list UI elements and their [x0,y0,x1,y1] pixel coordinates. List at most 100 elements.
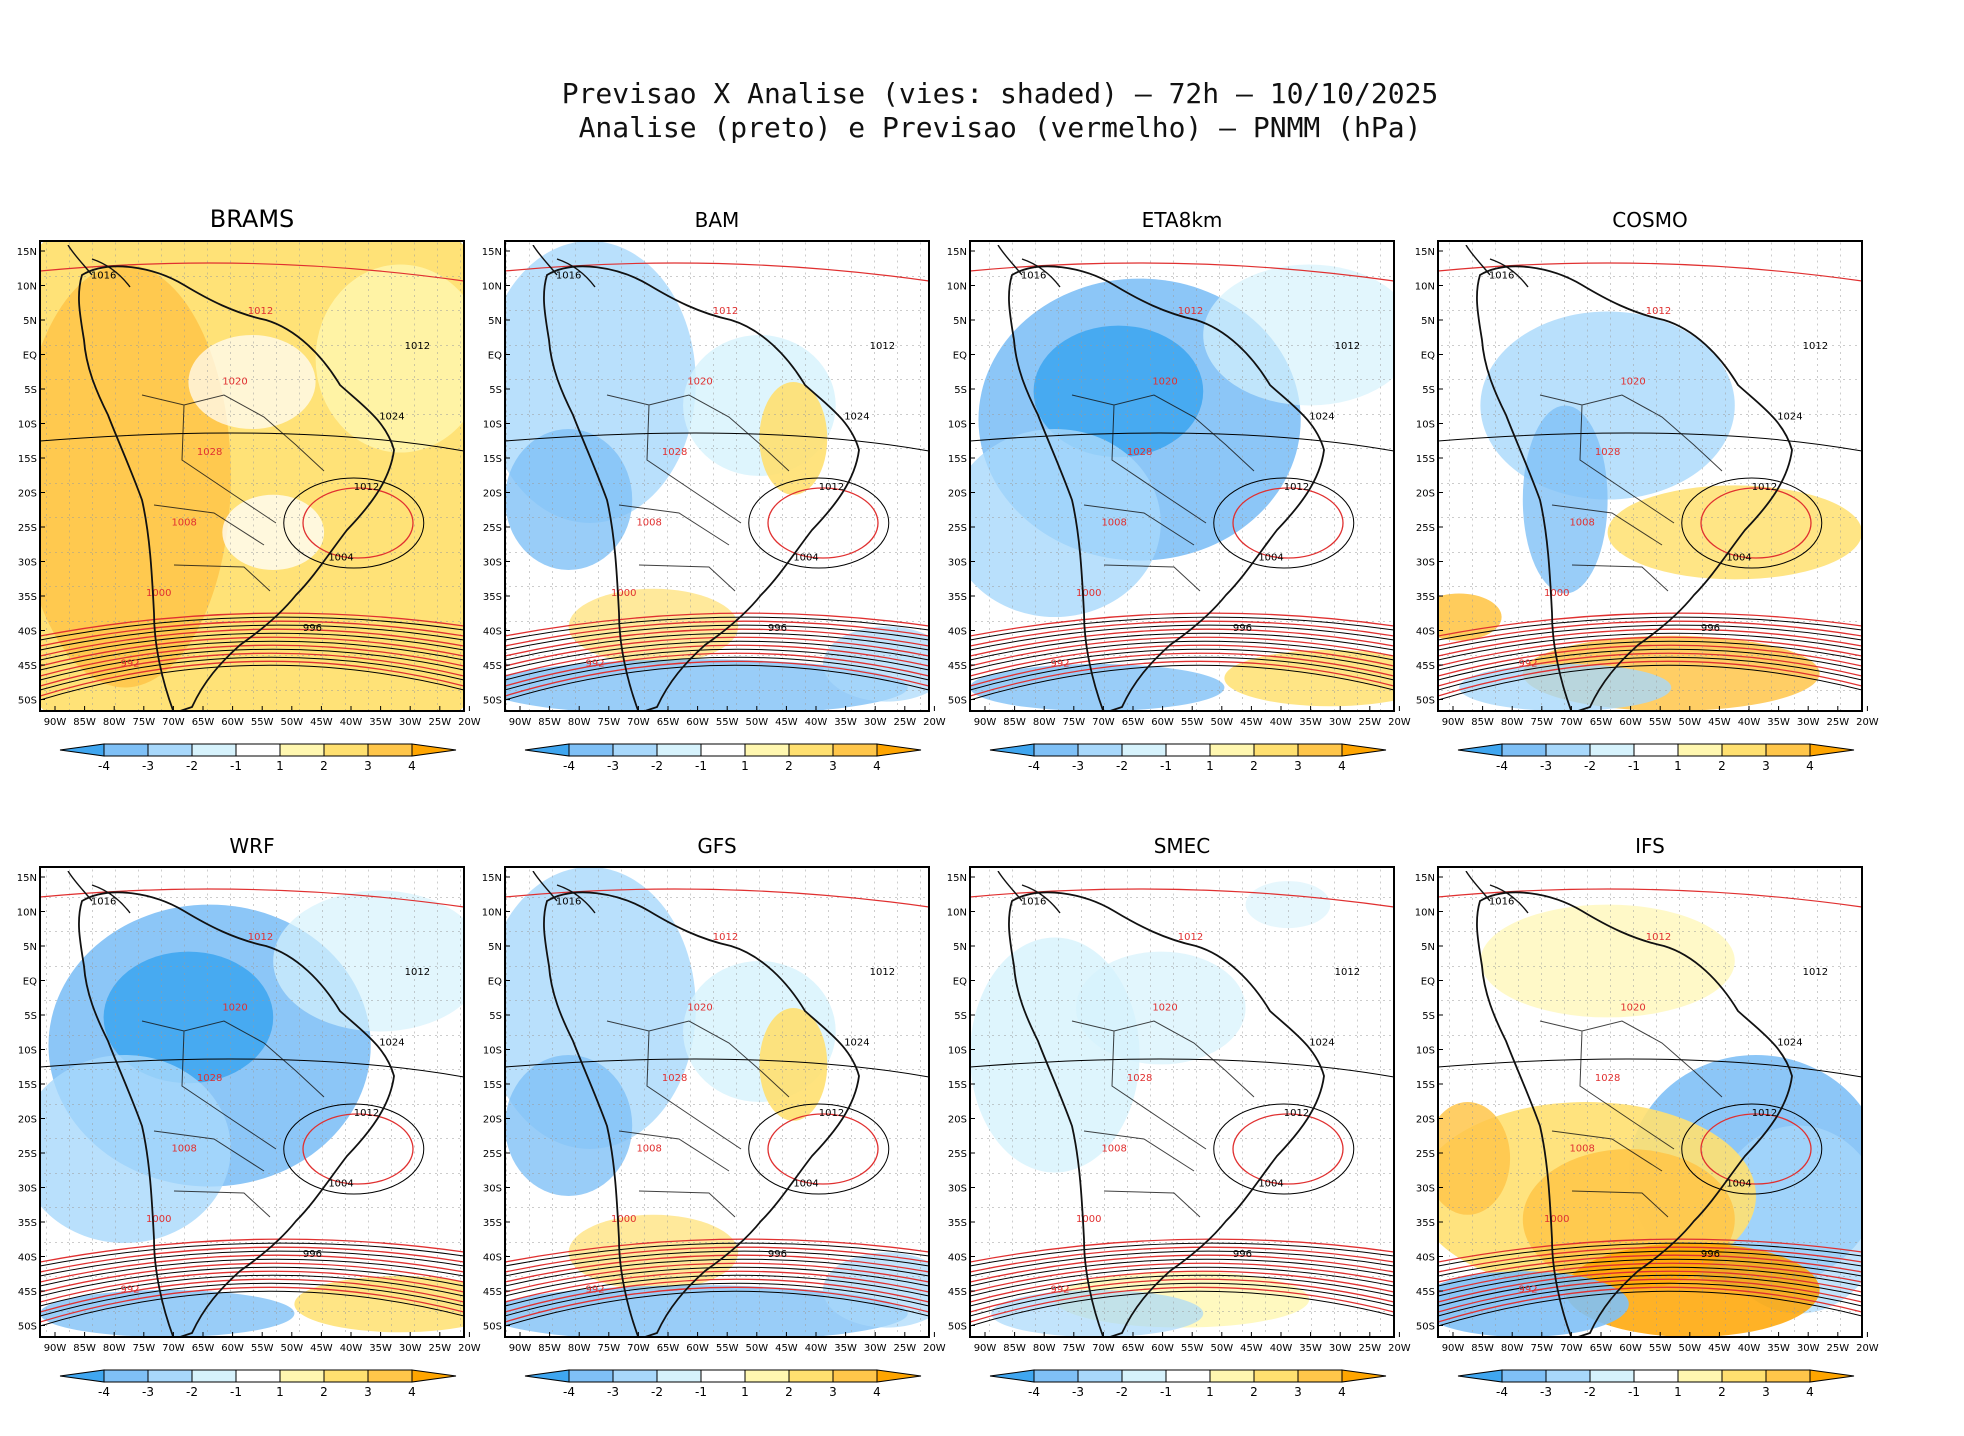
lon-label: 50W [280,1343,303,1354]
isobar-label: 1004 [1726,553,1751,564]
analysis-isobar [505,1266,929,1297]
colorbar-label: -3 [1072,1385,1084,1399]
graticule [1438,867,1862,1337]
lon-label: 80W [1033,717,1056,728]
colorbar-swatch [235,743,281,757]
colorbar-arrow-right [1341,1369,1387,1383]
colorbar: -4 -3 -2 -1 1 2 3 4 [989,743,1387,773]
isobar-label: 1000 [146,1214,171,1225]
lon-label: 80W [1501,717,1524,728]
high-pressure-analysis [1213,477,1355,569]
isobar-label: 1024 [379,412,404,423]
lon-label: 90W [509,1343,532,1354]
high-pressure-forecast [1700,487,1812,559]
forecast-isobar [505,1278,929,1313]
isobar-label: 1012 [1646,932,1671,943]
lat-label: 45S [1416,1287,1435,1298]
panel-title: BRAMS [210,205,295,233]
lon-label: 50W [1210,1343,1233,1354]
lon-label: 55W [251,717,274,728]
lat-label: 20S [483,489,502,500]
lon-label: 70W [1560,717,1583,728]
lon-label: 30W [1797,717,1820,728]
high-pressure-forecast [302,487,414,559]
lat-label: 15S [18,1080,37,1091]
forecast-isobar [40,636,464,667]
forecast-isobar [40,652,464,687]
panel-cosmo: COSMO 1016 1012 1012 1020 1024 1028 1012 1008 100… [1415,208,1879,773]
lon-label: 55W [251,1343,274,1354]
forecast-isobar [970,1254,1394,1283]
isobar-label: 1008 [171,1143,196,1154]
lon-label: 65W [1590,1343,1613,1354]
forecast-isobar [505,1238,929,1263]
colorbar: -4 -3 -2 -1 1 2 3 4 [524,1369,922,1399]
colorbar-swatch [1209,743,1255,757]
lon-label: 75W [597,717,620,728]
lat-label: 15S [483,1080,502,1091]
lon-label: 70W [627,1343,650,1354]
lon-label: 85W [1003,1343,1026,1354]
lat-label: 10S [18,420,37,431]
analysis-isobar [505,1258,929,1287]
colorbar-swatch [1765,1369,1811,1383]
colorbar-label: -2 [1584,759,1596,773]
colorbar-label: 4 [408,759,416,773]
analysis-isobar [40,656,464,691]
isobar-label: 1012 [405,967,430,978]
forecast-isobar [970,262,1394,282]
isobar-label: 1012 [1803,341,1828,352]
lat-label: 30S [18,558,37,569]
lon-label: 85W [538,1343,561,1354]
isobar-label: 1016 [91,897,116,908]
colorbar-label: 2 [785,759,793,773]
lon-label: 85W [1471,1343,1494,1354]
isobar-label: 1012 [713,932,738,943]
high-pressure-forecast [1700,1113,1812,1185]
colorbar-arrow-left [989,1369,1035,1383]
lon-label: 90W [509,717,532,728]
colorbar-swatch [279,743,325,757]
lat-label: 40S [483,1253,502,1264]
lat-label: 5S [954,385,967,396]
panel-ifs: IFS1016101210121020102410281012100810041… [1415,834,1879,1399]
isobar-label: 1008 [636,1143,661,1154]
colorbar-label: -4 [1028,1385,1040,1399]
isobar-label: 992 [586,658,605,669]
colorbar-label: 3 [1762,759,1770,773]
lat-label: 50S [18,696,37,707]
analysis-isobar [40,648,464,681]
colorbar-label: -4 [98,1385,110,1399]
isobar-label: 1012 [354,482,379,493]
lat-label: 5N [488,942,502,953]
lat-label: 30S [1416,558,1435,569]
lat-label: 5S [1422,385,1435,396]
analysis-isobar [970,624,1394,651]
lon-label: 40W [340,1343,363,1354]
graticule [970,867,1394,1337]
analysis-isobar [505,632,929,661]
colorbar-swatch [1209,1369,1255,1383]
lon-label: 35W [369,1343,392,1354]
lat-label: 50S [1416,1322,1435,1333]
lat-label: 25S [948,1149,967,1160]
colorbar-swatch [1165,743,1211,757]
colorbar-label: -4 [98,759,110,773]
forecast-isobar [1438,1286,1862,1323]
forecast-isobar [505,652,929,687]
forecast-isobar [1438,660,1862,697]
lon-label: 80W [568,717,591,728]
panel-wrf: WRF1016101210121020102410281012100810041… [17,834,481,1399]
high-pressure-analysis [1213,1103,1355,1195]
isobar-label: 1024 [1777,1038,1802,1049]
lat-label: EQ [23,977,37,988]
forecast-isobar [970,888,1394,908]
isobar-label: 992 [121,1284,140,1295]
colorbar-swatch [832,1369,878,1383]
forecast-isobar [1438,1262,1862,1293]
colorbar-label: -1 [230,759,242,773]
lon-label: 25W [1358,1343,1381,1354]
isobar-label: 996 [303,623,322,634]
forecast-isobar [970,1270,1394,1303]
